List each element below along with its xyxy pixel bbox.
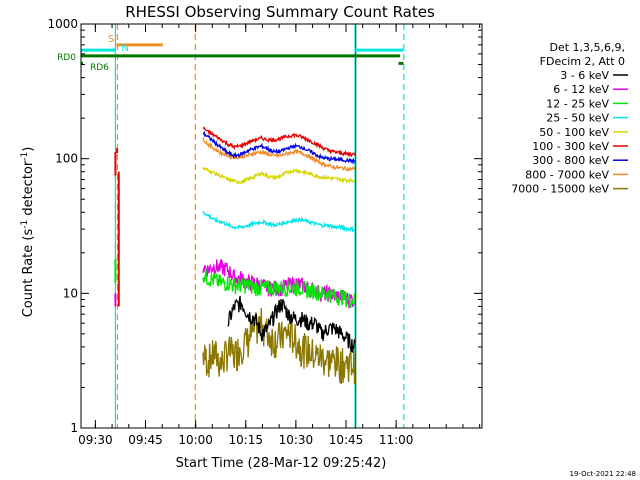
legend: Det 1,3,5,6,9, FDecim 2, Att 0 3 - 6 keV… bbox=[511, 41, 628, 196]
legend-label-7: 800 - 7000 keV bbox=[525, 168, 609, 181]
y-axis-label-sup1: -1 bbox=[20, 220, 30, 229]
chart-title: RHESSI Observing Summary Count Rates bbox=[125, 3, 435, 21]
series-line-5 bbox=[202, 126, 356, 158]
series-line-3 bbox=[202, 210, 356, 233]
legend-label-4: 50 - 100 keV bbox=[539, 126, 609, 139]
x-tick-label-2: 10:00 bbox=[178, 433, 213, 447]
y-tick-label-3: 1000 bbox=[47, 17, 78, 31]
series-line-6 bbox=[202, 130, 356, 165]
x-axis-label: Start Time (28-Mar-12 09:25:42) bbox=[176, 456, 387, 471]
legend-header-2: FDecim 2, Att 0 bbox=[540, 55, 625, 68]
x-tick-label-5: 10:45 bbox=[329, 433, 364, 447]
x-tick-label-6: 11:00 bbox=[379, 433, 414, 447]
legend-label-2: 12 - 25 keV bbox=[546, 97, 609, 110]
legend-label-3: 25 - 50 keV bbox=[546, 112, 609, 125]
flag-label-0: S bbox=[108, 34, 114, 45]
series-line-7 bbox=[202, 137, 356, 173]
y-axis-label: Count Rate (s-1 detector-1) bbox=[20, 147, 36, 318]
legend-label-5: 100 - 300 keV bbox=[532, 140, 609, 153]
y-tick-label-2: 100 bbox=[55, 152, 78, 166]
legend-label-0: 3 - 6 keV bbox=[560, 69, 609, 82]
y-axis-label-end: ) bbox=[21, 147, 36, 152]
flag-label-3: RD0 bbox=[57, 53, 76, 63]
plot-frame bbox=[80, 23, 483, 429]
legend-header-1: Det 1,3,5,6,9, bbox=[549, 41, 625, 54]
flag-label-1: N bbox=[121, 43, 128, 54]
x-tick-label-3: 10:15 bbox=[228, 433, 263, 447]
series-line-4 bbox=[202, 166, 356, 186]
x-tick-label-0: 09:30 bbox=[78, 433, 113, 447]
series-line-0 bbox=[227, 295, 356, 353]
y-axis-label-sup2: -1 bbox=[20, 152, 30, 161]
y-axis-label-mid: detector bbox=[21, 160, 36, 220]
x-tick-label-4: 10:30 bbox=[279, 433, 314, 447]
y-tick-label-0: 1 bbox=[70, 421, 78, 435]
x-tick-label-1: 09:45 bbox=[128, 433, 163, 447]
plot-area: SN RD0 RD6 bbox=[57, 24, 405, 428]
flag-label-4: RD6 bbox=[90, 63, 109, 73]
legend-label-6: 300 - 800 keV bbox=[532, 154, 609, 167]
footer-timestamp: 19-Oct-2021 22:48 bbox=[570, 470, 636, 478]
series-line-8 bbox=[202, 308, 356, 385]
y-tick-label-1: 10 bbox=[63, 286, 78, 300]
series-line-2 bbox=[202, 268, 356, 308]
legend-label-8: 7000 - 15000 keV bbox=[511, 183, 609, 196]
legend-label-1: 6 - 12 keV bbox=[553, 83, 609, 96]
series-line-1 bbox=[202, 258, 356, 309]
y-axis-label-main: Count Rate (s bbox=[21, 229, 36, 318]
axes: 09:30 09:45 10:00 10:15 10:30 10:45 11:00 1 10 10… bbox=[47, 17, 483, 447]
